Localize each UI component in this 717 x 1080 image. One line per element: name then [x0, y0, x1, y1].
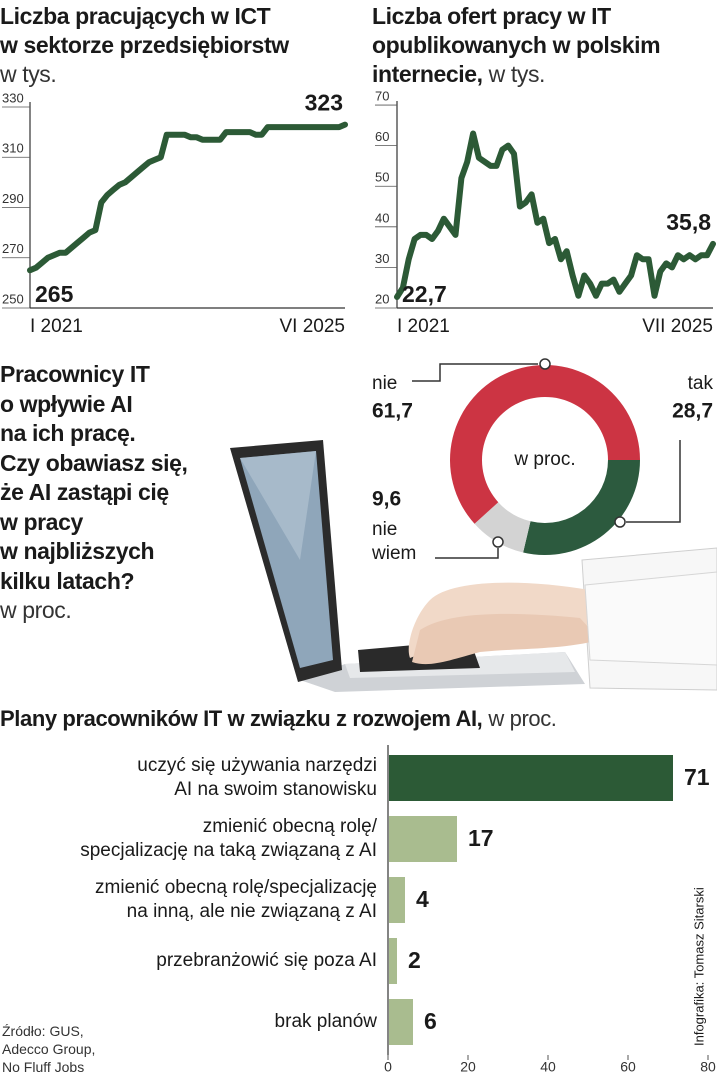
category-label: uczyć się używania narzędzi AI na swoim …	[137, 755, 377, 800]
chart-subtitle: w proc.	[0, 597, 72, 623]
y-tick-label: 20	[375, 291, 389, 306]
x-tick-label: 60	[620, 1059, 636, 1075]
line	[394, 130, 716, 300]
chart-subtitle: w proc.	[488, 706, 557, 731]
chart-title: Pracownicy IT o wpływie AI na ich pracę.…	[0, 361, 188, 594]
bar	[389, 877, 405, 923]
legend-label: nie wiem	[372, 519, 417, 564]
y-tick-label: 290	[2, 191, 24, 206]
category-label: zmienić obecną rolę/ specjalizację na ta…	[80, 816, 377, 861]
chart-subtitle: w tys.	[488, 61, 546, 87]
data-label: 35,8	[666, 209, 711, 235]
category-label: brak planów	[274, 1011, 377, 1032]
donut-segment	[474, 502, 531, 553]
x-tick-label: 20	[460, 1059, 476, 1075]
donut-leaders	[412, 363, 681, 559]
y-tick-label: 310	[2, 141, 24, 156]
donut-segment	[523, 460, 640, 555]
leader-dot	[539, 358, 551, 370]
center-label: w proc.	[513, 449, 575, 470]
data-label: 4	[416, 886, 429, 912]
x-tick-label: 0	[384, 1059, 392, 1075]
title-block: Liczba ofert pracy w IT opublikowanych w…	[372, 2, 661, 89]
leader-dot	[492, 536, 504, 548]
category-label: przebranżowić się poza AI	[156, 950, 377, 971]
credit: Infografika: Tomasz Sitarski	[691, 887, 706, 1046]
data-label: 17	[468, 825, 494, 851]
source: Źródło: GUS, Adecco Group, No Fluff Jobs	[2, 1023, 96, 1075]
data-label: 9,6	[372, 488, 401, 511]
x-tick-label: I 2021	[30, 316, 83, 337]
data-label: 323	[305, 90, 343, 116]
donut-segment	[450, 364, 640, 524]
bar	[389, 755, 673, 801]
y-tick-label: 50	[375, 170, 389, 185]
legend-label: tak	[687, 373, 713, 394]
leader-dot	[614, 516, 626, 528]
x-tick-label: 80	[700, 1059, 716, 1075]
title-block: Plany pracowników IT w związku z rozwoje…	[0, 704, 557, 733]
chart-subtitle: w tys.	[0, 61, 57, 87]
data-label: 28,7	[672, 400, 713, 423]
data-label: 61,7	[372, 400, 413, 423]
laptop-illustration	[230, 440, 717, 692]
y-tick-label: 330	[2, 90, 24, 105]
y-tick-label: 270	[2, 241, 24, 256]
data-label: 265	[35, 281, 74, 307]
legend-label: nie	[372, 373, 398, 394]
data-label: 22,7	[402, 281, 447, 307]
x-tick-label: 40	[540, 1059, 556, 1075]
y-tick-label: 30	[375, 251, 389, 266]
category-label: zmienić obecną rolę/specjalizację na inn…	[95, 877, 377, 922]
data-label: 2	[408, 947, 421, 973]
y-tick-label: 60	[375, 129, 389, 144]
data-label: 6	[424, 1008, 437, 1034]
data-label: 71	[684, 764, 710, 790]
title-block: Liczba pracujących w ICT w sektorze prze…	[0, 2, 289, 89]
title-block: Pracownicy IT o wpływie AI na ich pracę.…	[0, 360, 188, 626]
y-tick-label: 70	[375, 88, 389, 103]
chart-title: Liczba ofert pracy w IT opublikowanych w…	[372, 3, 661, 87]
chart-title: Liczba pracujących w ICT w sektorze prze…	[0, 3, 289, 58]
bar	[389, 999, 413, 1045]
y-tick-label: 40	[375, 210, 389, 225]
bar	[389, 816, 457, 862]
bar	[389, 938, 397, 984]
x-tick-label: VII 2025	[642, 316, 713, 337]
x-tick-label: I 2021	[397, 316, 450, 337]
y-tick-label: 250	[2, 291, 24, 306]
line	[27, 121, 348, 274]
x-tick-label: VI 2025	[280, 316, 346, 337]
chart-title: Plany pracowników IT w związku z rozwoje…	[0, 706, 483, 731]
